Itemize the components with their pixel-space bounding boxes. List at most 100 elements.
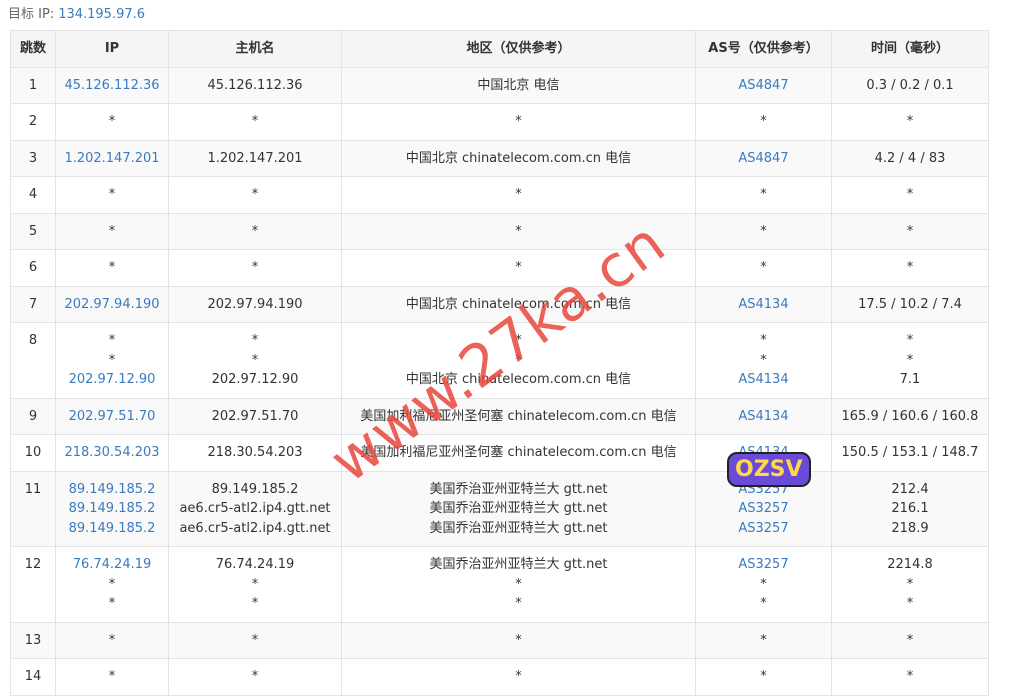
hostname-cell: *: [168, 212, 342, 250]
ip: *: [108, 114, 116, 129]
time-cell: *: [831, 176, 989, 214]
asn[interactable]: AS4134: [738, 408, 789, 424]
ip[interactable]: 89.149.185.2: [68, 481, 156, 497]
ip[interactable]: 76.74.24.19: [72, 557, 152, 572]
asn-cell: *: [695, 103, 832, 141]
hostname-cell: * * 202.97.12.90: [168, 322, 342, 399]
hostname-cell: *: [168, 621, 342, 659]
hop-number: 3: [10, 139, 56, 177]
region: 中国北京 chinatelecom.com.cn 电信: [405, 296, 632, 312]
hop-number: 12: [10, 546, 56, 623]
hostname: 202.97.12.90: [211, 372, 299, 387]
hop-number: 8: [10, 322, 56, 399]
region: 美国乔治亚州亚特兰大 gtt.net: [429, 481, 608, 497]
header-row: 跳数 IP 主机名 地区（仅供参考） AS号（仅供参考） 时间（毫秒）: [10, 30, 989, 68]
ip[interactable]: 1.202.147.201: [64, 150, 160, 166]
time: *: [906, 596, 914, 611]
asn: *: [760, 596, 767, 611]
asn[interactable]: AS4847: [738, 150, 789, 166]
asn-cell: AS4134: [695, 285, 832, 323]
time: *: [906, 114, 914, 129]
ip-cell: 218.30.54.203: [55, 434, 169, 472]
ip[interactable]: 202.97.51.70: [68, 408, 156, 424]
ip-cell: *: [55, 658, 169, 696]
asn[interactable]: AS4847: [738, 77, 789, 93]
hop-row: 9 202.97.51.70 202.97.51.70 美国加利福尼亚州圣何塞 chi…: [10, 397, 989, 435]
hostname: *: [251, 260, 259, 275]
asn: *: [760, 352, 767, 368]
time: 150.5 / 153.1 / 148.7: [841, 445, 979, 460]
region: 中国北京 chinatelecom.com.cn 电信: [405, 150, 632, 166]
ip-cell: *: [55, 176, 169, 214]
ip: *: [108, 352, 116, 368]
region: *: [515, 576, 522, 592]
time-cell: 165.9 / 160.6 / 160.8: [831, 397, 989, 435]
time: 216.1: [891, 501, 929, 516]
asn-cell: AS4847: [695, 66, 832, 104]
time-cell: 0.3 / 0.2 / 0.1: [831, 66, 989, 104]
asn[interactable]: AS3257: [738, 557, 789, 572]
hop-row: 10 218.30.54.203 218.30.54.203 美国加利福尼亚州圣何塞 …: [10, 434, 989, 472]
region: *: [515, 333, 522, 348]
asn[interactable]: AS3257: [738, 501, 789, 516]
asn: *: [760, 632, 767, 648]
region-cell: *: [341, 249, 696, 287]
time-cell: 17.5 / 10.2 / 7.4: [831, 285, 989, 323]
ip[interactable]: 45.126.112.36: [64, 77, 160, 93]
hostname: *: [251, 223, 259, 239]
time: 0.3 / 0.2 / 0.1: [866, 77, 954, 93]
asn: *: [760, 114, 767, 129]
ip[interactable]: 218.30.54.203: [64, 445, 160, 460]
ip[interactable]: 89.149.185.2: [68, 520, 156, 536]
region: *: [515, 352, 522, 368]
time: *: [906, 576, 914, 592]
hostname-cell: *: [168, 176, 342, 214]
target-header: 目标 IP: 134.195.97.6: [8, 3, 145, 22]
region-cell: *: [341, 176, 696, 214]
hostname: *: [251, 114, 259, 129]
hostname: 76.74.24.19: [215, 557, 295, 572]
hop-number: 4: [10, 176, 56, 214]
asn: *: [760, 260, 767, 275]
ip[interactable]: 202.97.94.190: [64, 296, 160, 312]
column-header: IP: [55, 30, 169, 68]
region-cell: 美国加利福尼亚州圣何塞 chinatelecom.com.cn 电信: [341, 397, 696, 435]
asn[interactable]: AS4134: [738, 372, 789, 387]
hop-number: 1: [10, 66, 56, 104]
time: *: [906, 260, 914, 275]
asn-cell: *: [695, 249, 832, 287]
hostname: *: [251, 576, 259, 592]
hop-row: 5 * * * * *: [10, 212, 989, 250]
asn: *: [760, 223, 767, 239]
hostname: ae6.cr5-atl2.ip4.gtt.net: [179, 520, 331, 536]
asn[interactable]: AS4134: [738, 296, 789, 312]
time: 212.4: [891, 481, 929, 497]
time-cell: *: [831, 658, 989, 696]
ip: *: [108, 576, 116, 592]
hostname: *: [251, 352, 259, 368]
hostname-cell: 76.74.24.19 * *: [168, 546, 342, 623]
ip-cell: *: [55, 249, 169, 287]
hop-number: 5: [10, 212, 56, 250]
region: 中国北京 chinatelecom.com.cn 电信: [405, 372, 632, 387]
time-cell: *: [831, 621, 989, 659]
table-body: 1 45.126.112.36 45.126.112.36 中国北京 电信 AS4847…: [10, 66, 989, 696]
region: *: [515, 187, 522, 202]
time-cell: * * 7.1: [831, 322, 989, 399]
region: *: [515, 669, 522, 684]
hostname-cell: 202.97.51.70: [168, 397, 342, 435]
ip: *: [108, 260, 116, 275]
hop-row: 11 89.149.185.2 89.149.185.2 89.149.185.2 89…: [10, 470, 989, 547]
ip[interactable]: 202.97.12.90: [68, 372, 156, 387]
ip[interactable]: 89.149.185.2: [68, 501, 156, 516]
region-cell: *: [341, 621, 696, 659]
hostname-cell: *: [168, 103, 342, 141]
asn[interactable]: AS3257: [738, 520, 789, 536]
hop-row: 14 * * * * *: [10, 658, 989, 696]
asn-cell: AS4847: [695, 139, 832, 177]
asn: *: [760, 333, 767, 348]
asn-cell: *: [695, 212, 832, 250]
region-cell: * * 中国北京 chinatelecom.com.cn 电信: [341, 322, 696, 399]
trace-table: 跳数 IP 主机名 地区（仅供参考） AS号（仅供参考） 时间（毫秒） 1 45.126.1…: [10, 30, 989, 696]
